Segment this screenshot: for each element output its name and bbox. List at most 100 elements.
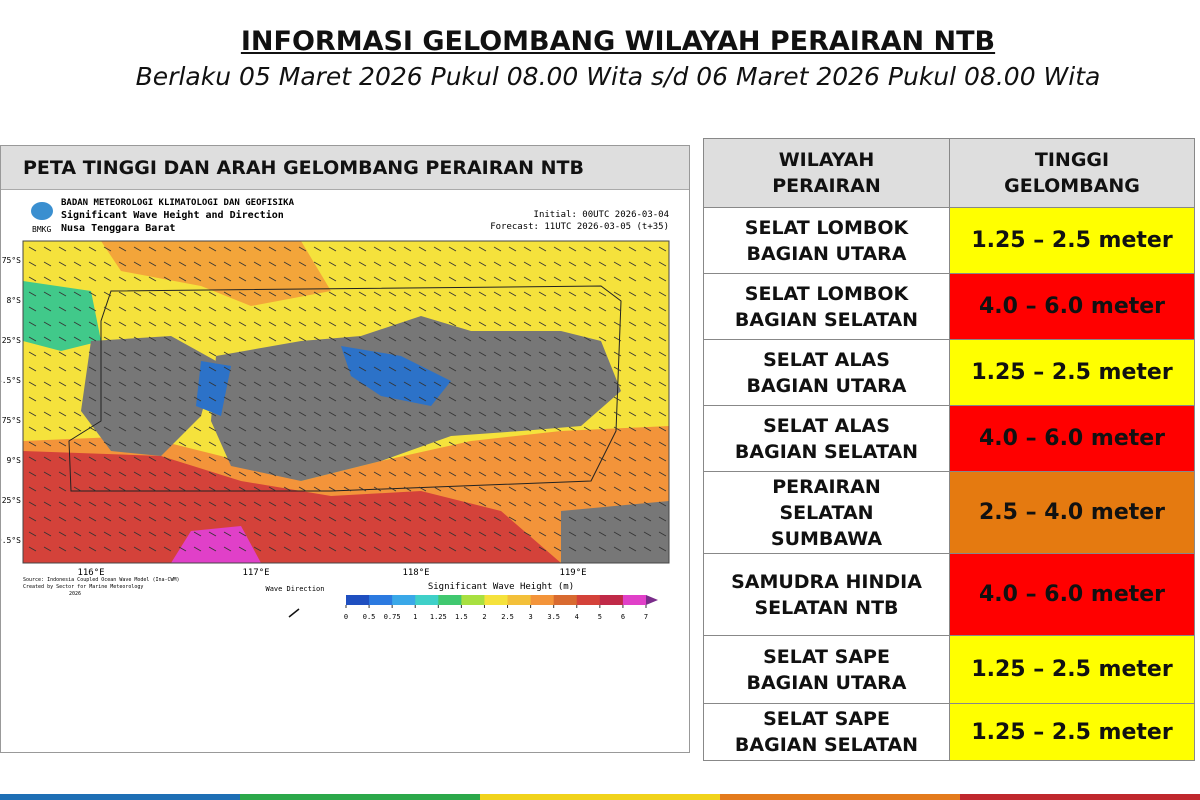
- direction-arrow: [43, 336, 52, 342]
- direction-arrow: [658, 411, 667, 417]
- direction-arrow: [313, 456, 322, 462]
- wave-height: 1.25 – 2.5 meter: [949, 207, 1195, 274]
- direction-arrow: [358, 501, 367, 507]
- direction-arrow: [28, 381, 37, 387]
- direction-arrow: [328, 276, 337, 282]
- region-name: SUMBAWA: [770, 527, 883, 550]
- direction-arrow: [448, 366, 457, 372]
- direction-arrow: [298, 486, 307, 492]
- direction-arrow: [583, 381, 592, 387]
- direction-arrow: [388, 441, 397, 447]
- direction-arrow: [478, 336, 487, 342]
- direction-arrow: [358, 546, 367, 552]
- direction-arrow: [418, 441, 427, 447]
- direction-arrow: [463, 366, 472, 372]
- direction-arrow: [313, 546, 322, 552]
- direction-arrow: [433, 441, 442, 447]
- direction-label: Wave Direction: [265, 585, 324, 593]
- direction-arrow: [43, 471, 52, 477]
- colorbar-segment: [576, 595, 601, 605]
- direction-arrow: [238, 366, 247, 372]
- direction-arrow: [448, 321, 457, 327]
- direction-arrow: [283, 291, 292, 297]
- direction-arrow: [583, 471, 592, 477]
- direction-arrow: [358, 381, 367, 387]
- region-name: SELATAN NTB: [754, 596, 899, 619]
- direction-arrow: [223, 441, 232, 447]
- direction-arrow: [478, 366, 487, 372]
- direction-arrow: [148, 546, 157, 552]
- lat-label: 9.25°S: [1, 496, 21, 505]
- direction-arrow: [358, 351, 367, 357]
- direction-arrow: [43, 246, 52, 252]
- direction-arrow: [583, 246, 592, 252]
- direction-arrow: [523, 471, 532, 477]
- direction-arrow: [658, 441, 667, 447]
- direction-arrow: [463, 321, 472, 327]
- direction-arrow: [298, 441, 307, 447]
- direction-arrow: [28, 441, 37, 447]
- direction-arrow: [583, 351, 592, 357]
- direction-arrow: [253, 486, 262, 492]
- direction-arrow: [133, 276, 142, 282]
- direction-arrow: [628, 456, 637, 462]
- direction-arrow: [238, 321, 247, 327]
- direction-arrow: [298, 306, 307, 312]
- direction-arrow: [463, 426, 472, 432]
- direction-arrow: [313, 351, 322, 357]
- credit-year: 2026: [69, 591, 81, 597]
- direction-arrow: [73, 321, 82, 327]
- direction-arrow: [223, 501, 232, 507]
- direction-arrow: [643, 336, 652, 342]
- colorbar-tick-label: 1: [413, 613, 417, 621]
- direction-arrow: [133, 501, 142, 507]
- direction-arrow: [178, 456, 187, 462]
- direction-arrow: [463, 471, 472, 477]
- direction-arrow: [178, 261, 187, 267]
- direction-arrow: [268, 501, 277, 507]
- direction-arrow: [163, 366, 172, 372]
- direction-arrow: [463, 261, 472, 267]
- direction-arrow: [508, 411, 517, 417]
- direction-arrow: [223, 261, 232, 267]
- direction-arrow: [658, 381, 667, 387]
- direction-arrow: [178, 501, 187, 507]
- direction-arrow: [643, 441, 652, 447]
- direction-arrow: [568, 516, 577, 522]
- direction-arrow: [328, 336, 337, 342]
- direction-arrow: [253, 336, 262, 342]
- direction-arrow: [328, 291, 337, 297]
- direction-arrow: [343, 426, 352, 432]
- direction-arrow: [133, 306, 142, 312]
- direction-arrow: [268, 276, 277, 282]
- direction-arrow: [658, 396, 667, 402]
- direction-arrow: [28, 336, 37, 342]
- direction-arrow: [238, 456, 247, 462]
- direction-arrow: [583, 291, 592, 297]
- direction-arrow: [418, 411, 427, 417]
- direction-arrow: [103, 336, 112, 342]
- direction-arrow: [643, 456, 652, 462]
- direction-arrow: [253, 396, 262, 402]
- direction-arrow: [343, 546, 352, 552]
- header-line: TINGGI: [1034, 149, 1110, 171]
- direction-arrow: [28, 276, 37, 282]
- direction-arrow: [223, 486, 232, 492]
- direction-arrow: [118, 471, 127, 477]
- direction-arrow: [358, 276, 367, 282]
- direction-arrow: [658, 501, 667, 507]
- direction-arrow: [88, 471, 97, 477]
- region-name: BAGIAN SELATAN: [734, 308, 919, 331]
- direction-arrow: [313, 246, 322, 252]
- direction-arrow: [553, 426, 562, 432]
- direction-arrow: [508, 246, 517, 252]
- direction-arrow: [253, 246, 262, 252]
- direction-arrow: [403, 501, 412, 507]
- direction-arrow: [283, 516, 292, 522]
- direction-arrow: [643, 366, 652, 372]
- direction-arrow: [43, 456, 52, 462]
- direction-arrow: [538, 456, 547, 462]
- direction-arrow: [118, 501, 127, 507]
- direction-arrow: [283, 336, 292, 342]
- direction-arrow: [73, 276, 82, 282]
